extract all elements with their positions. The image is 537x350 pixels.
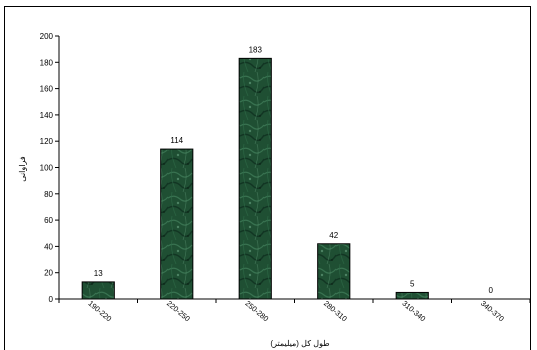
data-label: 5	[410, 279, 415, 288]
y-axis-title: فراوانی	[18, 156, 27, 182]
bar-190-220	[81, 281, 115, 300]
y-axis: 0 20 40 60 80 100 120 140 160 180 200	[40, 32, 60, 304]
y-tick-label: 120	[40, 137, 54, 146]
y-tick-label: 60	[44, 216, 53, 225]
data-labels: 13 114 183 42 5 0	[94, 45, 494, 295]
x-tick-label: 310-340	[400, 299, 427, 324]
data-label: 42	[329, 231, 338, 240]
bar-220-250	[160, 148, 194, 300]
y-tick-label: 140	[40, 111, 54, 120]
bar-310-340	[395, 291, 429, 300]
bars	[81, 57, 429, 300]
x-tick-label: 280-310	[322, 299, 349, 324]
bar-250-280	[238, 57, 272, 300]
x-tick-label: 340-370	[479, 299, 506, 324]
y-tick-label: 80	[44, 190, 53, 199]
data-label: 13	[94, 269, 103, 278]
x-tick-label: 220-250	[165, 299, 192, 324]
x-axis-title: طول کل (میلیمتر)	[270, 339, 329, 348]
y-tick-label: 100	[40, 164, 54, 173]
y-tick-label: 40	[44, 242, 53, 251]
data-label: 0	[489, 286, 494, 295]
y-tick-label: 180	[40, 58, 54, 67]
data-label: 183	[249, 45, 263, 54]
data-label: 114	[170, 136, 183, 145]
y-tick-label: 200	[40, 32, 54, 41]
x-tick-label: 250-280	[243, 299, 270, 324]
y-tick-label: 160	[40, 85, 54, 94]
x-tick-label: 190-220	[86, 299, 113, 324]
y-tick-label: 20	[44, 269, 53, 278]
x-axis: 190-220 220-250 250-280 280-310 310-340 340-3…	[58, 298, 531, 324]
y-tick-label: 0	[49, 295, 54, 304]
chart-frame	[4, 6, 531, 350]
bar-280-310	[317, 243, 351, 300]
